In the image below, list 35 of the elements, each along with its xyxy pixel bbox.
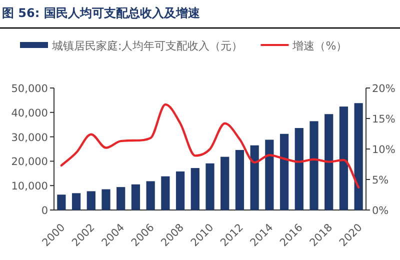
bar	[190, 168, 200, 210]
bar	[102, 189, 110, 210]
y2-tick-label: 20%	[372, 83, 396, 95]
bar	[116, 187, 126, 210]
legend-label: 增速（%）	[292, 40, 348, 52]
bar	[354, 103, 363, 210]
y2-tick-label: 0%	[372, 205, 389, 217]
bar	[339, 106, 348, 210]
title: 图 56: 国民人均可支配总收入及增速	[2, 6, 200, 20]
bar	[265, 140, 274, 210]
y-tick-label: 40,000	[11, 107, 48, 120]
bar	[146, 181, 155, 210]
bar	[235, 150, 244, 210]
y2-tick-label: 15%	[372, 114, 396, 126]
y2-tick-label: 10%	[372, 144, 396, 156]
bar	[310, 121, 318, 210]
y2-tick-label: 5%	[372, 174, 389, 186]
bar	[72, 193, 81, 210]
y-tick-label: 30,000	[11, 132, 48, 144]
y-tick-label: 10,000	[11, 180, 48, 193]
bar	[86, 191, 96, 210]
bar	[131, 184, 140, 210]
bar	[294, 128, 304, 210]
bar	[220, 156, 230, 210]
bar	[324, 114, 334, 210]
y-tick-label: 50,000	[11, 83, 48, 95]
bar	[280, 134, 289, 210]
bar	[161, 176, 170, 210]
bar	[206, 163, 214, 210]
bar	[57, 194, 66, 210]
legend-label: 城镇居民家庭:人均年可支配收入（元）	[51, 40, 243, 52]
bar	[250, 145, 259, 210]
y-tick-label: 20,000	[11, 156, 48, 168]
y-tick-label: 0	[41, 205, 48, 217]
bar	[176, 171, 185, 210]
